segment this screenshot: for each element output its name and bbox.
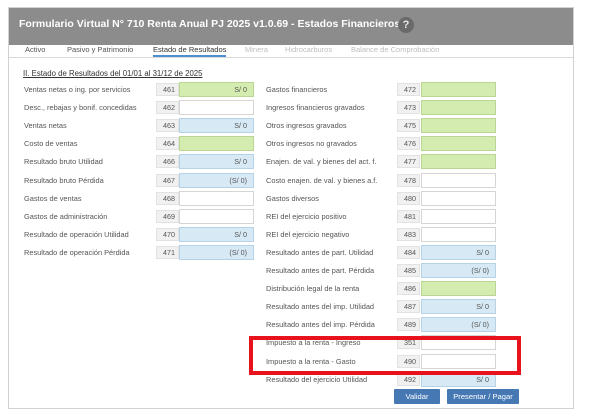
box-code: 469 xyxy=(156,209,179,223)
title-bar: Formulario Virtual N° 710 Renta Anual PJ… xyxy=(9,8,573,45)
calculated-field: (S/ 0) xyxy=(179,172,254,188)
amount-input[interactable] xyxy=(421,172,496,188)
field-label: Resultado antes de part. Pérdida xyxy=(266,266,375,275)
box-code: 472 xyxy=(397,83,420,96)
amount-input[interactable] xyxy=(421,82,496,97)
amount-input[interactable] xyxy=(421,353,496,369)
box-code: 461 xyxy=(156,83,179,96)
submit-pay-button[interactable]: Presentar / Pagar xyxy=(447,389,519,404)
box-code: 477 xyxy=(397,155,420,169)
field-label: REI del ejercicio negativo xyxy=(266,229,350,239)
box-code: 476 xyxy=(397,137,420,151)
box-code: 462 xyxy=(156,101,179,115)
form-window: Formulario Virtual N° 710 Renta Anual PJ… xyxy=(8,7,574,409)
box-code: 487 xyxy=(397,300,420,314)
tab-estado-de-resultados[interactable]: Estado de Resultados xyxy=(153,45,227,57)
box-code: 464 xyxy=(156,137,179,151)
field-label: Gastos de administración xyxy=(24,211,108,221)
tab-bar: Activo Pasivo y Patrimonio Estado de Resul… xyxy=(9,45,573,58)
box-code: 485 xyxy=(397,264,420,277)
field-label: Enajen. de val. y bienes del act. f. xyxy=(266,157,377,167)
amount-input[interactable] xyxy=(179,208,254,224)
field-label: Resultado del ejercicio Utilidad xyxy=(266,374,368,384)
field-label: Otros ingresos gravados xyxy=(266,121,347,131)
amount-input[interactable] xyxy=(421,281,496,297)
field-label: Ventas netas o ing. por servicios xyxy=(24,85,131,94)
tab-activo[interactable]: Activo xyxy=(25,45,46,54)
tab-hidrocarburos: Hidrocarburos xyxy=(285,45,333,54)
calculated-field: S/ 0 xyxy=(421,299,496,315)
help-icon[interactable]: ? xyxy=(398,17,414,33)
field-label: Resultado antes de part. Utilidad xyxy=(266,247,374,257)
field-label: Impuesto a la renta - Ingreso xyxy=(266,338,361,348)
amount-input[interactable] xyxy=(421,100,496,116)
field-label: Ventas netas xyxy=(24,121,67,131)
calculated-field: (S/ 0) xyxy=(421,317,496,333)
box-code: 468 xyxy=(156,191,179,205)
box-code: 466 xyxy=(156,155,179,169)
box-code: 467 xyxy=(156,173,179,187)
field-label: Gastos de ventas xyxy=(24,193,82,203)
box-code: 489 xyxy=(397,318,420,332)
box-code: 478 xyxy=(397,173,420,187)
amount-input[interactable] xyxy=(421,118,496,134)
amount-input[interactable]: S/ 0 xyxy=(179,82,254,97)
tab-balance-de-comprobaci-n: Balance de Comprobación xyxy=(351,45,440,54)
box-code: 484 xyxy=(397,245,420,259)
field-label: Otros ingresos no gravados xyxy=(266,139,357,149)
amount-input[interactable] xyxy=(179,136,254,152)
calculated-field: S/ 0 xyxy=(179,154,254,170)
box-code: 470 xyxy=(156,227,179,241)
box-code: 481 xyxy=(397,209,420,223)
amount-input[interactable] xyxy=(421,136,496,152)
box-code: 471 xyxy=(156,245,179,259)
box-code: 475 xyxy=(397,119,420,133)
box-code: 483 xyxy=(397,227,420,241)
section-title: II. Estado de Resultados del 01/01 al 31… xyxy=(23,69,203,78)
box-code: 463 xyxy=(156,119,179,133)
box-code: 480 xyxy=(397,191,420,205)
amount-input[interactable] xyxy=(179,100,254,116)
box-code: 490 xyxy=(397,354,420,368)
calculated-field: (S/ 0) xyxy=(421,263,496,278)
field-label: Resultado antes del imp. Pérdida xyxy=(266,320,375,330)
tab-pasivo-y-patrimonio[interactable]: Pasivo y Patrimonio xyxy=(67,45,134,54)
field-label: REI del ejercicio positivo xyxy=(266,211,347,221)
calculated-field: S/ 0 xyxy=(179,226,254,242)
field-label: Resultado bruto Utilidad xyxy=(24,157,103,167)
amount-input[interactable] xyxy=(421,208,496,224)
calculated-field: (S/ 0) xyxy=(179,244,254,260)
calculated-field: S/ 0 xyxy=(179,118,254,134)
field-label: Resultado de operación Pérdida xyxy=(24,247,130,257)
highlight-box xyxy=(249,336,521,375)
box-code: 473 xyxy=(397,101,420,115)
field-label: Resultado antes del imp. Utilidad xyxy=(266,302,375,312)
field-label: Resultado bruto Pérdida xyxy=(24,175,104,185)
validate-button[interactable]: Validar xyxy=(394,389,440,404)
amount-input[interactable] xyxy=(421,190,496,206)
field-label: Desc., rebajas y bonif. concedidas xyxy=(24,103,137,113)
field-label: Gastos financieros xyxy=(266,85,328,94)
amount-input[interactable] xyxy=(179,190,254,206)
calculated-field: S/ 0 xyxy=(421,244,496,260)
field-label: Costo enajen. de val. y bienes a.f. xyxy=(266,175,378,185)
box-code: 486 xyxy=(397,282,420,296)
amount-input[interactable] xyxy=(421,154,496,170)
amount-input[interactable] xyxy=(421,226,496,242)
window-title: Formulario Virtual N° 710 Renta Anual PJ… xyxy=(19,18,401,30)
field-label: Distribución legal de la renta xyxy=(266,284,360,294)
field-label: Ingresos financieros gravados xyxy=(266,103,365,113)
field-label: Impuesto a la renta - Gasto xyxy=(266,356,356,366)
field-label: Costo de ventas xyxy=(24,139,78,149)
field-label: Gastos diversos xyxy=(266,193,319,203)
field-label: Resultado de operación Utilidad xyxy=(24,229,129,239)
tab-minera: Minera xyxy=(245,45,268,54)
